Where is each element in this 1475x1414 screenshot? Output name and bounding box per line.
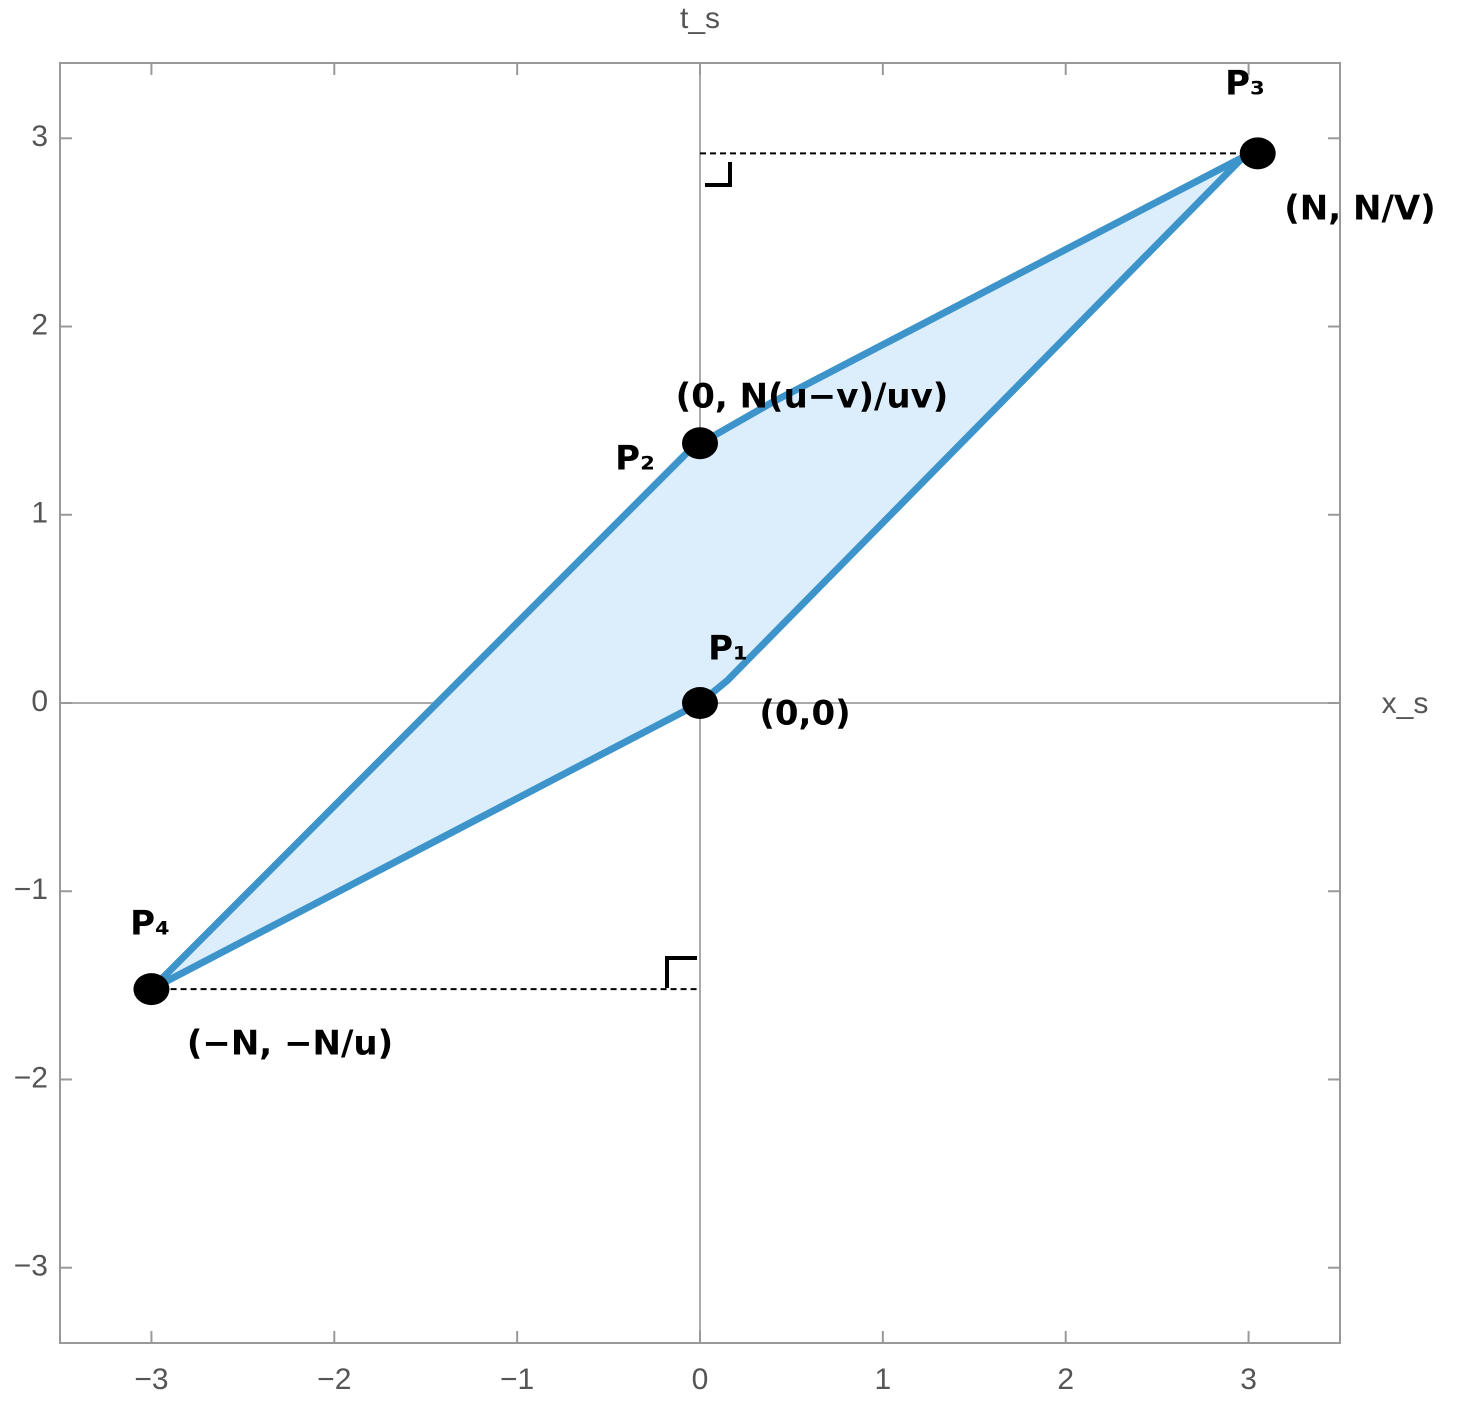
annotation: (0,0) [759,694,850,734]
x-tick-label: 3 [1240,1363,1257,1396]
y-tick-label: −2 [14,1061,48,1094]
x-tick-label: −1 [500,1363,534,1396]
y-tick-label: −3 [14,1250,48,1283]
x-tick-label: −2 [317,1363,351,1396]
annotation: P₁ [708,629,748,669]
x-tick-label: −3 [134,1363,168,1396]
point [133,973,170,1006]
x-tick-label: 0 [692,1363,709,1396]
annotation: (−N, −N/u) [187,1024,393,1064]
annotation: P₃ [1225,64,1265,104]
point [1239,137,1276,170]
annotation: P₂ [615,439,655,479]
y-tick-label: 3 [31,120,48,153]
x-axis-label: x_s [1382,687,1429,720]
y-tick-label: −1 [14,873,48,906]
x-tick-label: 2 [1057,1363,1074,1396]
region [147,153,1247,993]
annotation: (N, N/V) [1284,189,1435,229]
right-angle-marker [705,162,732,187]
annotation: (0, N(u−v)/uv) [676,377,949,417]
annotation: P₄ [130,904,170,944]
y-axis-label: t_s [680,2,720,35]
y-tick-label: 0 [31,685,48,718]
right-angle-marker [665,956,697,988]
y-tick-label: 1 [31,497,48,530]
point [682,687,718,719]
y-tick-label: 2 [31,308,48,341]
x-tick-label: 1 [875,1363,892,1396]
point [682,427,718,460]
